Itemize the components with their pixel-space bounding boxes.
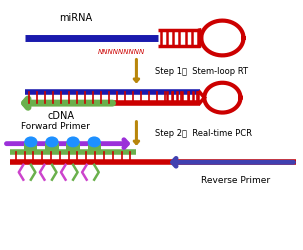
Circle shape bbox=[24, 136, 38, 147]
Circle shape bbox=[45, 136, 58, 147]
Bar bbox=[88, 143, 101, 150]
Text: miRNA: miRNA bbox=[59, 13, 93, 23]
Bar bbox=[45, 143, 58, 150]
Text: Step 1：  Stem-loop RT: Step 1： Stem-loop RT bbox=[155, 67, 248, 76]
Text: NNNNNNNNN: NNNNNNNNN bbox=[98, 50, 145, 56]
Circle shape bbox=[66, 136, 80, 147]
Circle shape bbox=[88, 136, 101, 147]
Text: Step 2：  Real-time PCR: Step 2： Real-time PCR bbox=[155, 129, 251, 138]
Text: Forward Primer: Forward Primer bbox=[21, 122, 89, 131]
Text: cDNA: cDNA bbox=[48, 111, 75, 121]
Text: Reverse Primer: Reverse Primer bbox=[201, 176, 271, 185]
Bar bbox=[66, 143, 80, 150]
Bar bbox=[24, 143, 38, 150]
